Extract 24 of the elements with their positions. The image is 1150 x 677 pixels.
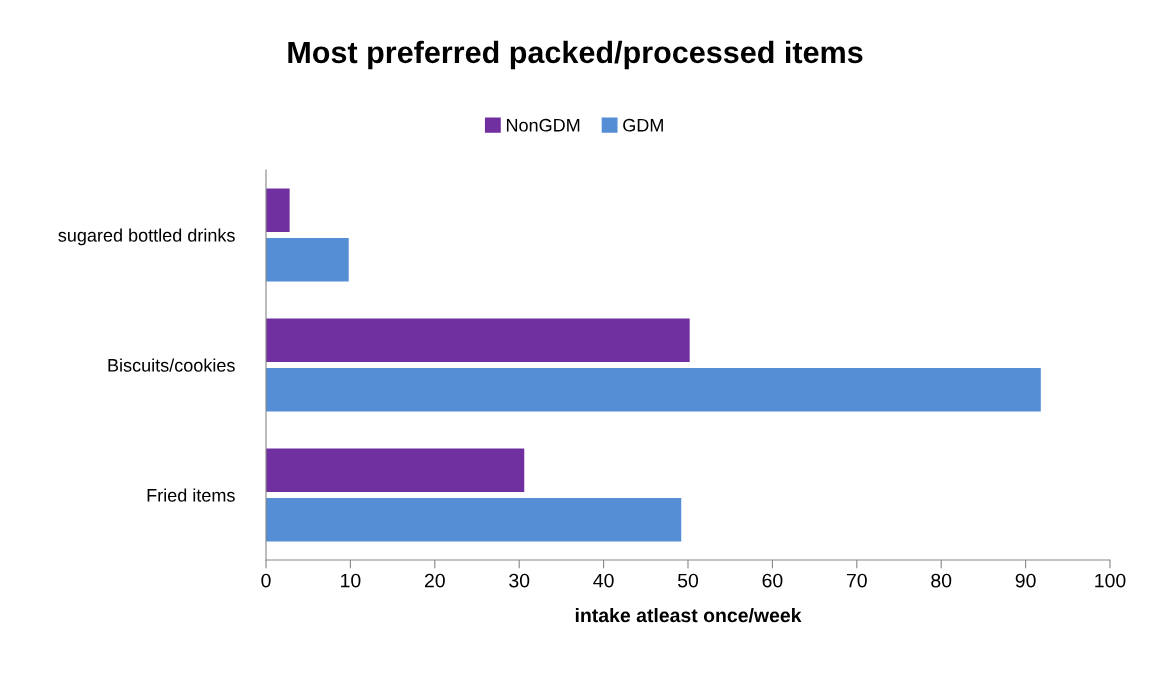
bar bbox=[266, 448, 525, 493]
x-tick-label: 50 bbox=[677, 573, 699, 588]
x-tick-label: 10 bbox=[341, 573, 361, 588]
x-tick-label: 30 bbox=[509, 573, 530, 588]
chart-title: Most preferred packed/processed items bbox=[288, 40, 863, 70]
x-tick-label: 90 bbox=[1015, 573, 1036, 588]
bar bbox=[266, 237, 349, 282]
legend-label: NonGDM bbox=[506, 118, 580, 132]
bar bbox=[266, 367, 1041, 412]
bar bbox=[266, 497, 682, 542]
x-tick-label: 100 bbox=[1095, 573, 1126, 588]
bar bbox=[266, 188, 290, 233]
legend-label: GDM bbox=[623, 118, 663, 132]
y-tick-label: Biscuits/cookies bbox=[108, 358, 235, 372]
y-tick-label: sugared bottled drinks bbox=[58, 228, 235, 246]
x-tick-label: 60 bbox=[762, 573, 783, 588]
x-tick-label: 0 bbox=[261, 573, 271, 588]
x-tick-label: 70 bbox=[846, 573, 867, 588]
x-tick-label: 40 bbox=[593, 573, 614, 588]
x-axis-title: intake atleast once/week bbox=[575, 607, 802, 623]
x-tick-label: 80 bbox=[931, 573, 952, 588]
bar bbox=[266, 318, 690, 363]
x-tick-label: 20 bbox=[424, 573, 445, 588]
y-tick-label: Fried items bbox=[147, 488, 235, 502]
